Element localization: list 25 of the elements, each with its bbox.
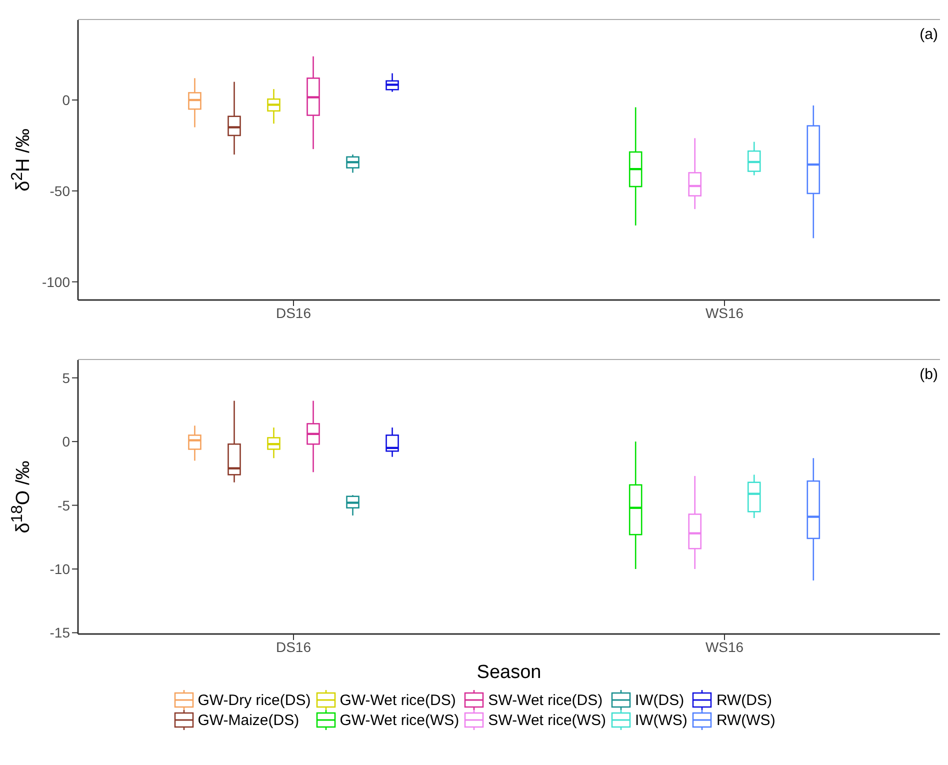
x-tick-label: DS16 <box>276 304 312 321</box>
x-tick-label: DS16 <box>276 638 312 655</box>
y-tick-label: 0 <box>62 92 70 108</box>
legend-label: RW(DS) <box>716 692 772 708</box>
annotation: (a) <box>920 26 938 43</box>
x-tick-label: WS16 <box>705 304 744 321</box>
y-tick-label: -50 <box>50 182 70 199</box>
y-tick-label: -100 <box>42 274 70 290</box>
legend-label: RW(WS) <box>716 712 776 728</box>
annotation: (b) <box>920 366 938 383</box>
legend-label: GW-Wet rice(DS) <box>340 692 456 708</box>
y-tick-label: -5 <box>58 497 70 514</box>
y-tick-label: -10 <box>50 560 70 577</box>
legend-label: GW-Maize(DS) <box>198 712 300 728</box>
legend-label: SW-Wet rice(WS) <box>488 712 606 728</box>
x-axis-title: Season <box>476 662 542 684</box>
legend-label: GW-Dry rice(DS) <box>198 692 311 708</box>
y-tick-label: -15 <box>50 624 70 641</box>
y-tick-label: 5 <box>62 370 70 386</box>
legend-label: IW(DS) <box>634 692 684 708</box>
legend-label: GW-Wet rice(WS) <box>340 712 460 728</box>
x-tick-label: WS16 <box>705 638 744 655</box>
y-tick-label: 0 <box>62 434 70 450</box>
legend-label: SW-Wet rice(DS) <box>488 692 603 708</box>
legend-label: IW(WS) <box>634 712 688 728</box>
